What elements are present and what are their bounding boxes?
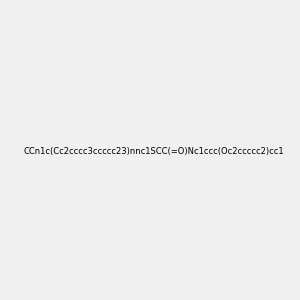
Text: CCn1c(Cc2cccc3ccccc23)nnc1SCC(=O)Nc1ccc(Oc2ccccc2)cc1: CCn1c(Cc2cccc3ccccc23)nnc1SCC(=O)Nc1ccc(…: [23, 147, 284, 156]
